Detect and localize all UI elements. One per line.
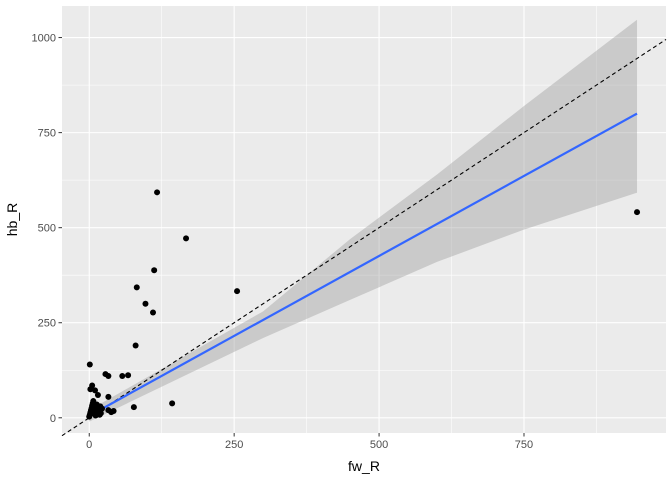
x-tick-label: 0 [86, 439, 92, 451]
data-points [86, 189, 641, 420]
data-point [86, 361, 93, 368]
data-point [110, 407, 117, 414]
data-point [97, 410, 104, 417]
data-point [154, 189, 161, 196]
x-tick-label: 750 [515, 439, 533, 451]
x-axis-title: fw_R [348, 458, 380, 474]
y-tick-label: 0 [50, 413, 56, 425]
y-tick-label: 1000 [32, 33, 56, 45]
data-point [183, 235, 190, 242]
data-point [130, 404, 137, 411]
fit-line [88, 112, 638, 417]
data-point [105, 393, 112, 400]
reference-line [61, 39, 667, 437]
data-point [234, 288, 241, 295]
data-point [132, 342, 139, 349]
data-point [133, 284, 140, 291]
y-tick-label: 500 [38, 223, 56, 235]
y-axis-title: hb_R [4, 203, 20, 236]
data-point [89, 382, 96, 389]
y-tick-label: 750 [38, 128, 56, 140]
y-axis-ticks: 0 250 500 750 1000 [32, 33, 62, 425]
data-point [125, 372, 132, 379]
data-point [151, 267, 158, 274]
data-point [634, 209, 641, 216]
x-axis-ticks: 0 250 500 750 [86, 433, 533, 451]
data-point [169, 400, 176, 407]
data-point [119, 372, 126, 379]
data-point [98, 405, 105, 412]
data-point [142, 300, 149, 307]
data-point [105, 372, 112, 379]
x-tick-label: 250 [225, 439, 243, 451]
data-point [92, 387, 99, 394]
data-point [94, 391, 101, 398]
data-point [150, 309, 157, 316]
x-tick-label: 500 [370, 439, 388, 451]
plot-panel [62, 6, 666, 433]
y-tick-label: 250 [38, 318, 56, 330]
